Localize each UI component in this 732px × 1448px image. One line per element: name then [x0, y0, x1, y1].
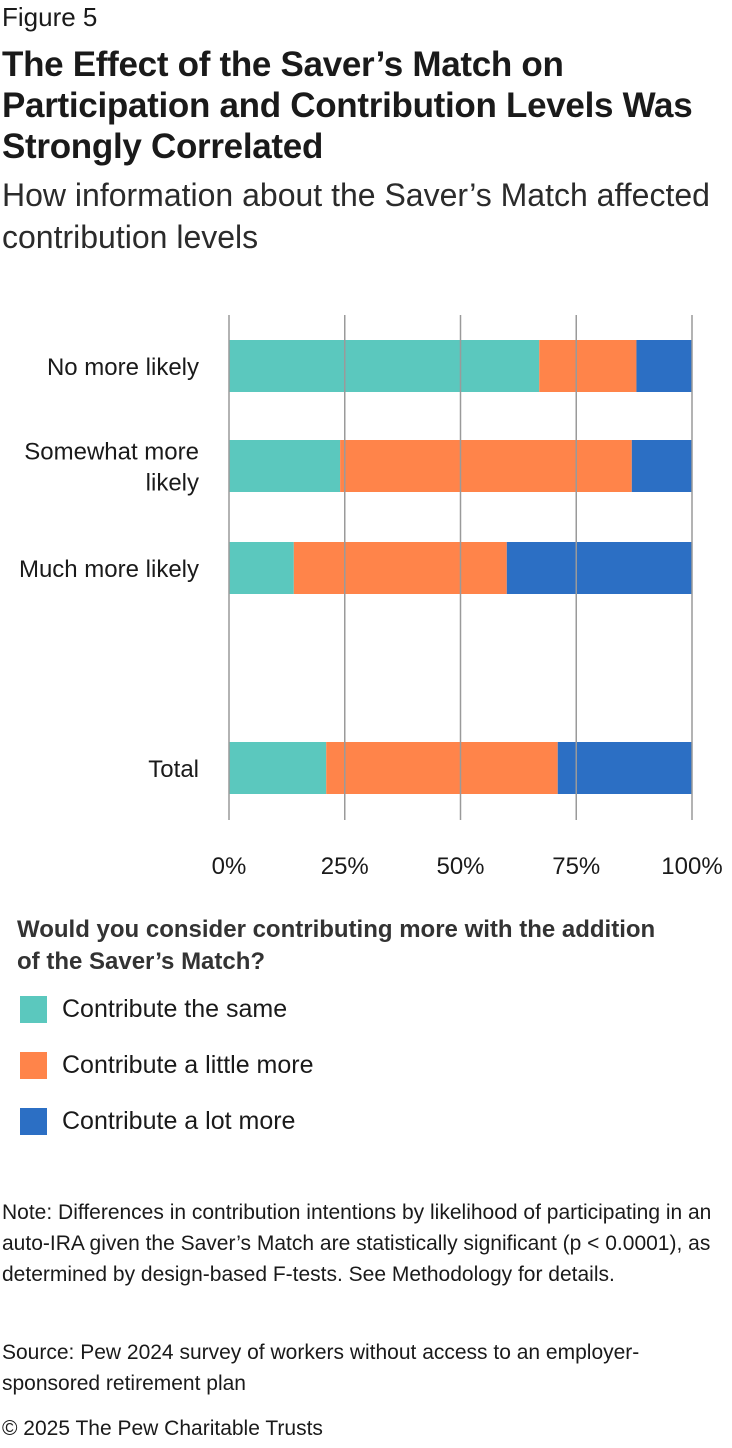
copyright: © 2025 The Pew Charitable Trusts — [2, 1417, 323, 1440]
bar-somewhat-more-likely-contribute-the-same — [229, 440, 341, 492]
x-tick-label: 0% — [212, 853, 247, 880]
legend-swatch-contribute-lot-more — [20, 1107, 47, 1135]
legend-item-contribute-same: Contribute the same — [20, 994, 287, 1024]
legend-swatch-contribute-little-more — [20, 1051, 47, 1079]
bar-total-contribute-a-lot-more — [557, 742, 692, 794]
chart-title: The Effect of the Saver’s Match on Parti… — [2, 45, 693, 166]
category-label-much-more-likely: Much more likely — [19, 556, 199, 583]
footnote: Note: Differences in contribution intent… — [2, 1201, 712, 1286]
legend-title: Would you consider contributing more wit… — [17, 916, 656, 975]
x-tick-label: 75% — [552, 853, 600, 880]
bar-somewhat-more-likely-contribute-a-little-more — [340, 440, 632, 492]
bar-somewhat-more-likely-contribute-a-lot-more — [631, 440, 692, 492]
chart-subtitle: How information about the Saver’s Match … — [2, 177, 710, 255]
category-label-somewhat-more-likely: Somewhat more — [24, 439, 199, 466]
bar-no-more-likely-contribute-a-little-more — [539, 340, 637, 392]
category-label-no-more-likely: No more likely — [47, 354, 199, 381]
figure-label: Figure 5 — [2, 2, 98, 32]
legend-item-contribute-lot-more: Contribute a lot more — [20, 1106, 295, 1136]
bar-much-more-likely-contribute-the-same — [229, 542, 294, 594]
x-tick-label: 25% — [321, 853, 369, 880]
legend-item-contribute-little-more: Contribute a little more — [20, 1050, 314, 1080]
category-label-somewhat-more-likely: likely — [146, 470, 199, 497]
legend-label: Contribute a lot more — [62, 1106, 296, 1135]
bar-no-more-likely-contribute-the-same — [229, 340, 540, 392]
bar-much-more-likely-contribute-a-lot-more — [506, 542, 692, 594]
legend-label: Contribute a little more — [62, 1050, 314, 1079]
bar-total-contribute-the-same — [229, 742, 327, 794]
bar-total-contribute-a-little-more — [326, 742, 558, 794]
source-note: Source: Pew 2024 survey of workers witho… — [2, 1341, 640, 1395]
bar-no-more-likely-contribute-a-lot-more — [636, 340, 692, 392]
category-label-total: Total — [148, 756, 199, 783]
legend-swatch-contribute-same — [20, 995, 47, 1023]
x-tick-label: 50% — [436, 853, 484, 880]
legend-label: Contribute the same — [62, 994, 288, 1023]
stacked-bar-chart: 0% 25% 50% 75% 100% No more likely Somewhat mo… — [19, 315, 723, 880]
bar-much-more-likely-contribute-a-little-more — [293, 542, 507, 594]
x-tick-label: 100% — [661, 853, 722, 880]
